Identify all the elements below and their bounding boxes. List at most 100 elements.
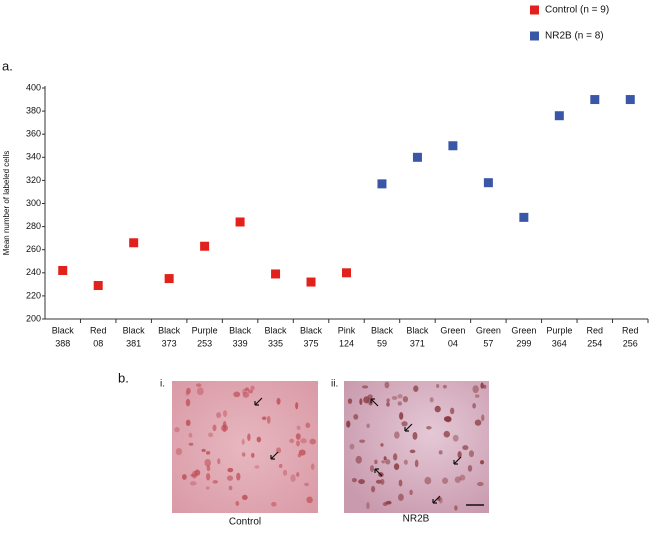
cell <box>442 477 449 484</box>
cell <box>363 396 370 404</box>
y-tick-label: 260 <box>26 244 41 254</box>
cell <box>235 500 240 507</box>
cell <box>278 463 283 469</box>
cell <box>305 422 311 429</box>
cell <box>434 405 441 413</box>
cell <box>306 496 313 504</box>
cell <box>181 474 187 480</box>
x-tick-label: Purple <box>546 325 572 335</box>
cell <box>358 479 365 485</box>
cell <box>241 438 245 445</box>
cell <box>296 425 301 430</box>
x-tick-label: Black <box>123 325 146 335</box>
cell <box>409 489 413 496</box>
legend-label: NR2B (n = 8) <box>545 31 604 42</box>
cell <box>361 385 369 389</box>
cell <box>204 458 212 467</box>
cell <box>256 436 262 443</box>
cell <box>346 420 351 428</box>
cell <box>359 398 363 405</box>
x-tick-label: Red <box>622 325 639 335</box>
cell <box>424 476 432 485</box>
image-label: i. <box>160 379 165 390</box>
cell <box>398 493 404 502</box>
arrows <box>254 397 462 504</box>
cell <box>226 475 234 481</box>
cell <box>250 385 255 391</box>
cell <box>442 384 447 389</box>
point <box>58 265 68 275</box>
x-tick-label: Green <box>440 325 465 335</box>
cell <box>300 438 307 444</box>
cell <box>276 397 281 405</box>
x-tick-label: 373 <box>162 338 177 348</box>
point <box>129 238 139 248</box>
cell <box>397 394 403 399</box>
cell <box>480 460 485 465</box>
cell <box>401 421 408 427</box>
cell <box>369 465 375 473</box>
cell <box>429 397 434 403</box>
image-caption: Control <box>229 517 261 528</box>
x-tick-label: 388 <box>55 338 70 348</box>
cell <box>233 391 241 398</box>
cell <box>452 434 459 442</box>
cell <box>383 456 387 461</box>
y-tick-label: 380 <box>26 105 41 115</box>
cell <box>266 415 271 424</box>
cell <box>205 450 211 455</box>
y-tick-label: 400 <box>26 82 41 92</box>
cell <box>185 391 190 396</box>
cell <box>188 442 194 446</box>
cell <box>347 398 353 404</box>
cell <box>208 432 214 438</box>
cell <box>394 431 400 439</box>
x-tick-label: Green <box>476 325 501 335</box>
cell <box>386 402 390 407</box>
panel-label: b. <box>118 370 129 385</box>
cell <box>375 479 382 484</box>
point <box>164 274 174 284</box>
cell <box>475 394 480 398</box>
cell <box>353 414 359 420</box>
point <box>377 179 387 189</box>
cell <box>359 439 366 443</box>
x-tick-label: 254 <box>587 338 602 348</box>
x-tick-label: 299 <box>516 338 531 348</box>
cell <box>457 451 462 459</box>
cell <box>374 459 378 465</box>
x-tick-label: 08 <box>93 338 103 348</box>
cell <box>380 443 384 447</box>
point <box>271 269 281 279</box>
image-caption: NR2B <box>403 514 430 525</box>
cell <box>309 438 316 445</box>
cell <box>397 401 403 406</box>
cell <box>290 474 296 482</box>
y-tick-label: 280 <box>26 221 41 231</box>
cell <box>381 460 385 464</box>
x-tick-label: Red <box>587 325 604 335</box>
y-tick-label: 240 <box>26 267 41 277</box>
cell <box>227 467 234 473</box>
cell <box>236 472 241 481</box>
cell <box>351 477 357 483</box>
y-tick-label: 360 <box>26 129 41 139</box>
cell <box>205 486 210 490</box>
cell <box>385 459 391 465</box>
cell <box>349 443 355 450</box>
cell <box>436 384 440 388</box>
cell <box>295 433 301 440</box>
cell <box>297 453 302 458</box>
cell <box>186 387 191 395</box>
cell <box>195 383 202 387</box>
x-tick-label: Purple <box>192 325 218 335</box>
cell <box>449 407 455 415</box>
cell <box>412 431 418 440</box>
cell <box>409 449 416 454</box>
x-tick-label: 335 <box>268 338 283 348</box>
x-tick-label: 364 <box>552 338 567 348</box>
point <box>590 95 600 105</box>
x-tick-label: Pink <box>338 325 356 335</box>
cell <box>443 430 451 438</box>
